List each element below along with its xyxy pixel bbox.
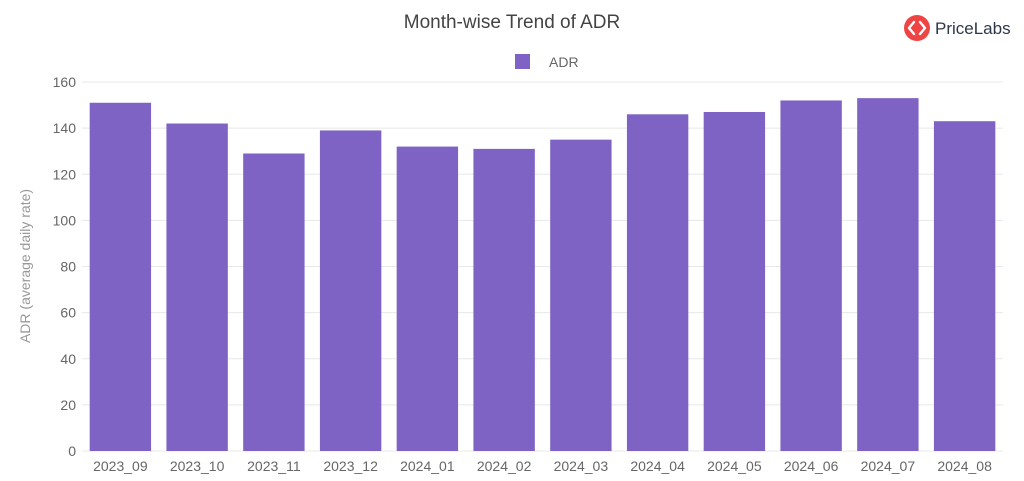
pricelabs-brand[interactable]: PriceLabs — [904, 15, 1011, 41]
bar-2023_09[interactable] — [89, 102, 152, 451]
x-tick-label: 2024_01 — [400, 458, 455, 474]
x-tick-label: 2023_10 — [170, 458, 225, 474]
x-tick-label: 2024_03 — [554, 458, 609, 474]
y-tick-label: 160 — [53, 74, 77, 90]
x-axis-ticks: 2023_09 2023_10 2023_11 2023_12 2024_01 2024_… — [93, 458, 992, 474]
x-tick-label: 2023_11 — [247, 458, 301, 474]
x-tick-label: 2024_08 — [937, 458, 992, 474]
bars — [89, 98, 996, 452]
y-axis-label: ADR (average daily rate) — [17, 189, 33, 343]
bar-2024_03[interactable] — [550, 139, 612, 451]
legend[interactable]: ADR — [515, 54, 579, 70]
y-tick-label: 140 — [53, 120, 77, 136]
bar-2024_05[interactable] — [703, 111, 766, 451]
bar-2024_01[interactable] — [396, 146, 459, 451]
chart-title: Month-wise Trend of ADR — [404, 12, 620, 33]
x-tick-label: 2024_04 — [630, 458, 685, 474]
bar-2024_08[interactable] — [933, 121, 996, 452]
y-tick-label: 120 — [53, 166, 77, 182]
gridlines — [82, 81, 1003, 452]
bar-2023_12[interactable] — [319, 130, 382, 451]
bar-2024_02[interactable] — [473, 148, 535, 451]
y-tick-label: 80 — [60, 259, 76, 275]
x-tick-label: 2024_07 — [861, 458, 916, 474]
y-tick-label: 60 — [60, 305, 76, 321]
pricelabs-logo-icon — [904, 15, 930, 41]
y-axis-ticks: 0 20 40 60 80 100 120 140 160 — [53, 74, 77, 459]
legend-label-adr: ADR — [549, 54, 579, 70]
x-tick-label: 2023_09 — [93, 458, 148, 474]
y-tick-label: 100 — [53, 212, 77, 228]
brand-name: PriceLabs — [935, 19, 1011, 38]
bar-2023_10[interactable] — [166, 123, 228, 451]
bar-2024_04[interactable] — [626, 114, 689, 451]
code-brackets-icon — [907, 20, 927, 36]
y-tick-label: 20 — [60, 397, 76, 413]
x-tick-label: 2023_12 — [323, 458, 378, 474]
x-tick-label: 2024_02 — [477, 458, 532, 474]
x-tick-label: 2024_06 — [784, 458, 839, 474]
x-tick-label: 2024_05 — [707, 458, 762, 474]
y-tick-label: 40 — [60, 351, 76, 367]
bar-2024_07[interactable] — [857, 98, 919, 452]
y-tick-label: 0 — [68, 443, 76, 459]
bar-2023_11[interactable] — [243, 153, 305, 451]
legend-swatch-adr — [515, 54, 530, 69]
bar-2024_06[interactable] — [780, 100, 842, 451]
